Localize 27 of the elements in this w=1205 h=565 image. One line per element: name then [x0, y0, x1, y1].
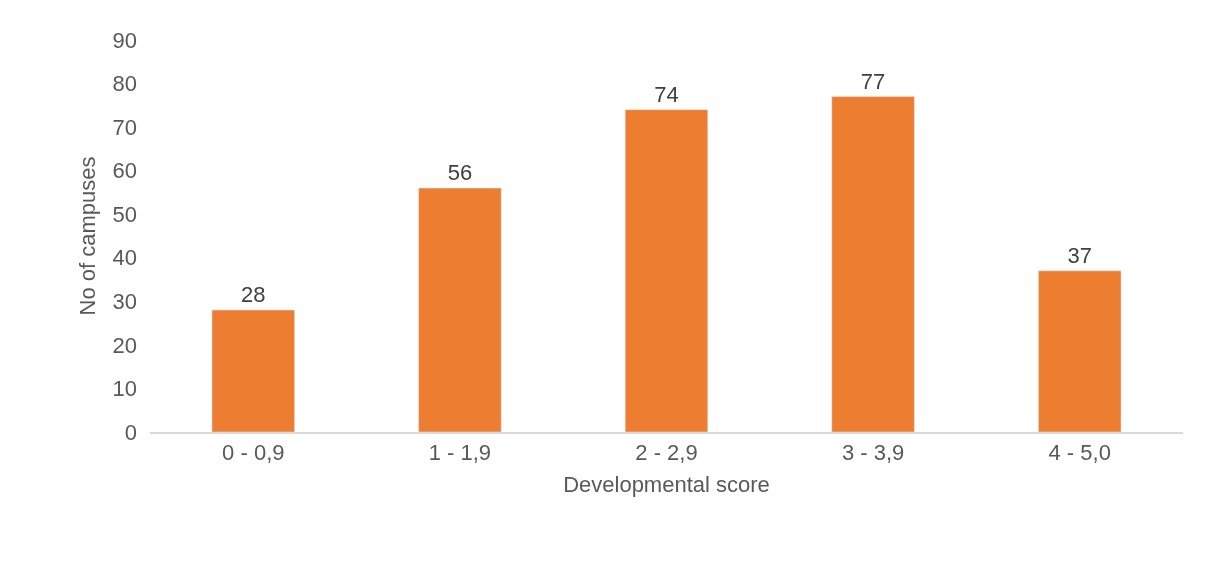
x-tick-label: 3 - 3,9 [841, 440, 905, 466]
y-tick-label: 10 [112, 376, 137, 402]
data-label: 37 [1067, 242, 1092, 268]
x-tick-label: 1 - 1,9 [428, 440, 492, 466]
y-axis-title: No of campuses [75, 156, 101, 316]
x-tick-label: 0 - 0,9 [222, 440, 285, 466]
bar [418, 187, 502, 432]
y-tick-label: 60 [112, 158, 137, 184]
data-label: 74 [654, 81, 679, 107]
y-tick-label: 40 [112, 245, 137, 271]
bar [1038, 270, 1122, 432]
bar [211, 309, 295, 432]
x-axis-title: Developmental score [563, 471, 770, 497]
y-tick-label: 0 [124, 419, 137, 445]
data-label: 28 [241, 282, 266, 308]
y-tick-label: 80 [112, 71, 137, 97]
data-label: 56 [447, 160, 473, 186]
y-tick-label: 70 [112, 114, 137, 140]
data-label: 77 [860, 68, 886, 94]
y-tick-label: 30 [112, 289, 137, 315]
x-tick-label: 2 - 2,9 [635, 440, 698, 466]
y-tick-label: 20 [112, 332, 137, 358]
bar [831, 96, 915, 432]
y-tick-label: 90 [112, 27, 137, 53]
bar [624, 109, 709, 432]
x-tick-label: 4 - 5,0 [1048, 440, 1111, 466]
y-tick-label: 50 [112, 201, 137, 227]
